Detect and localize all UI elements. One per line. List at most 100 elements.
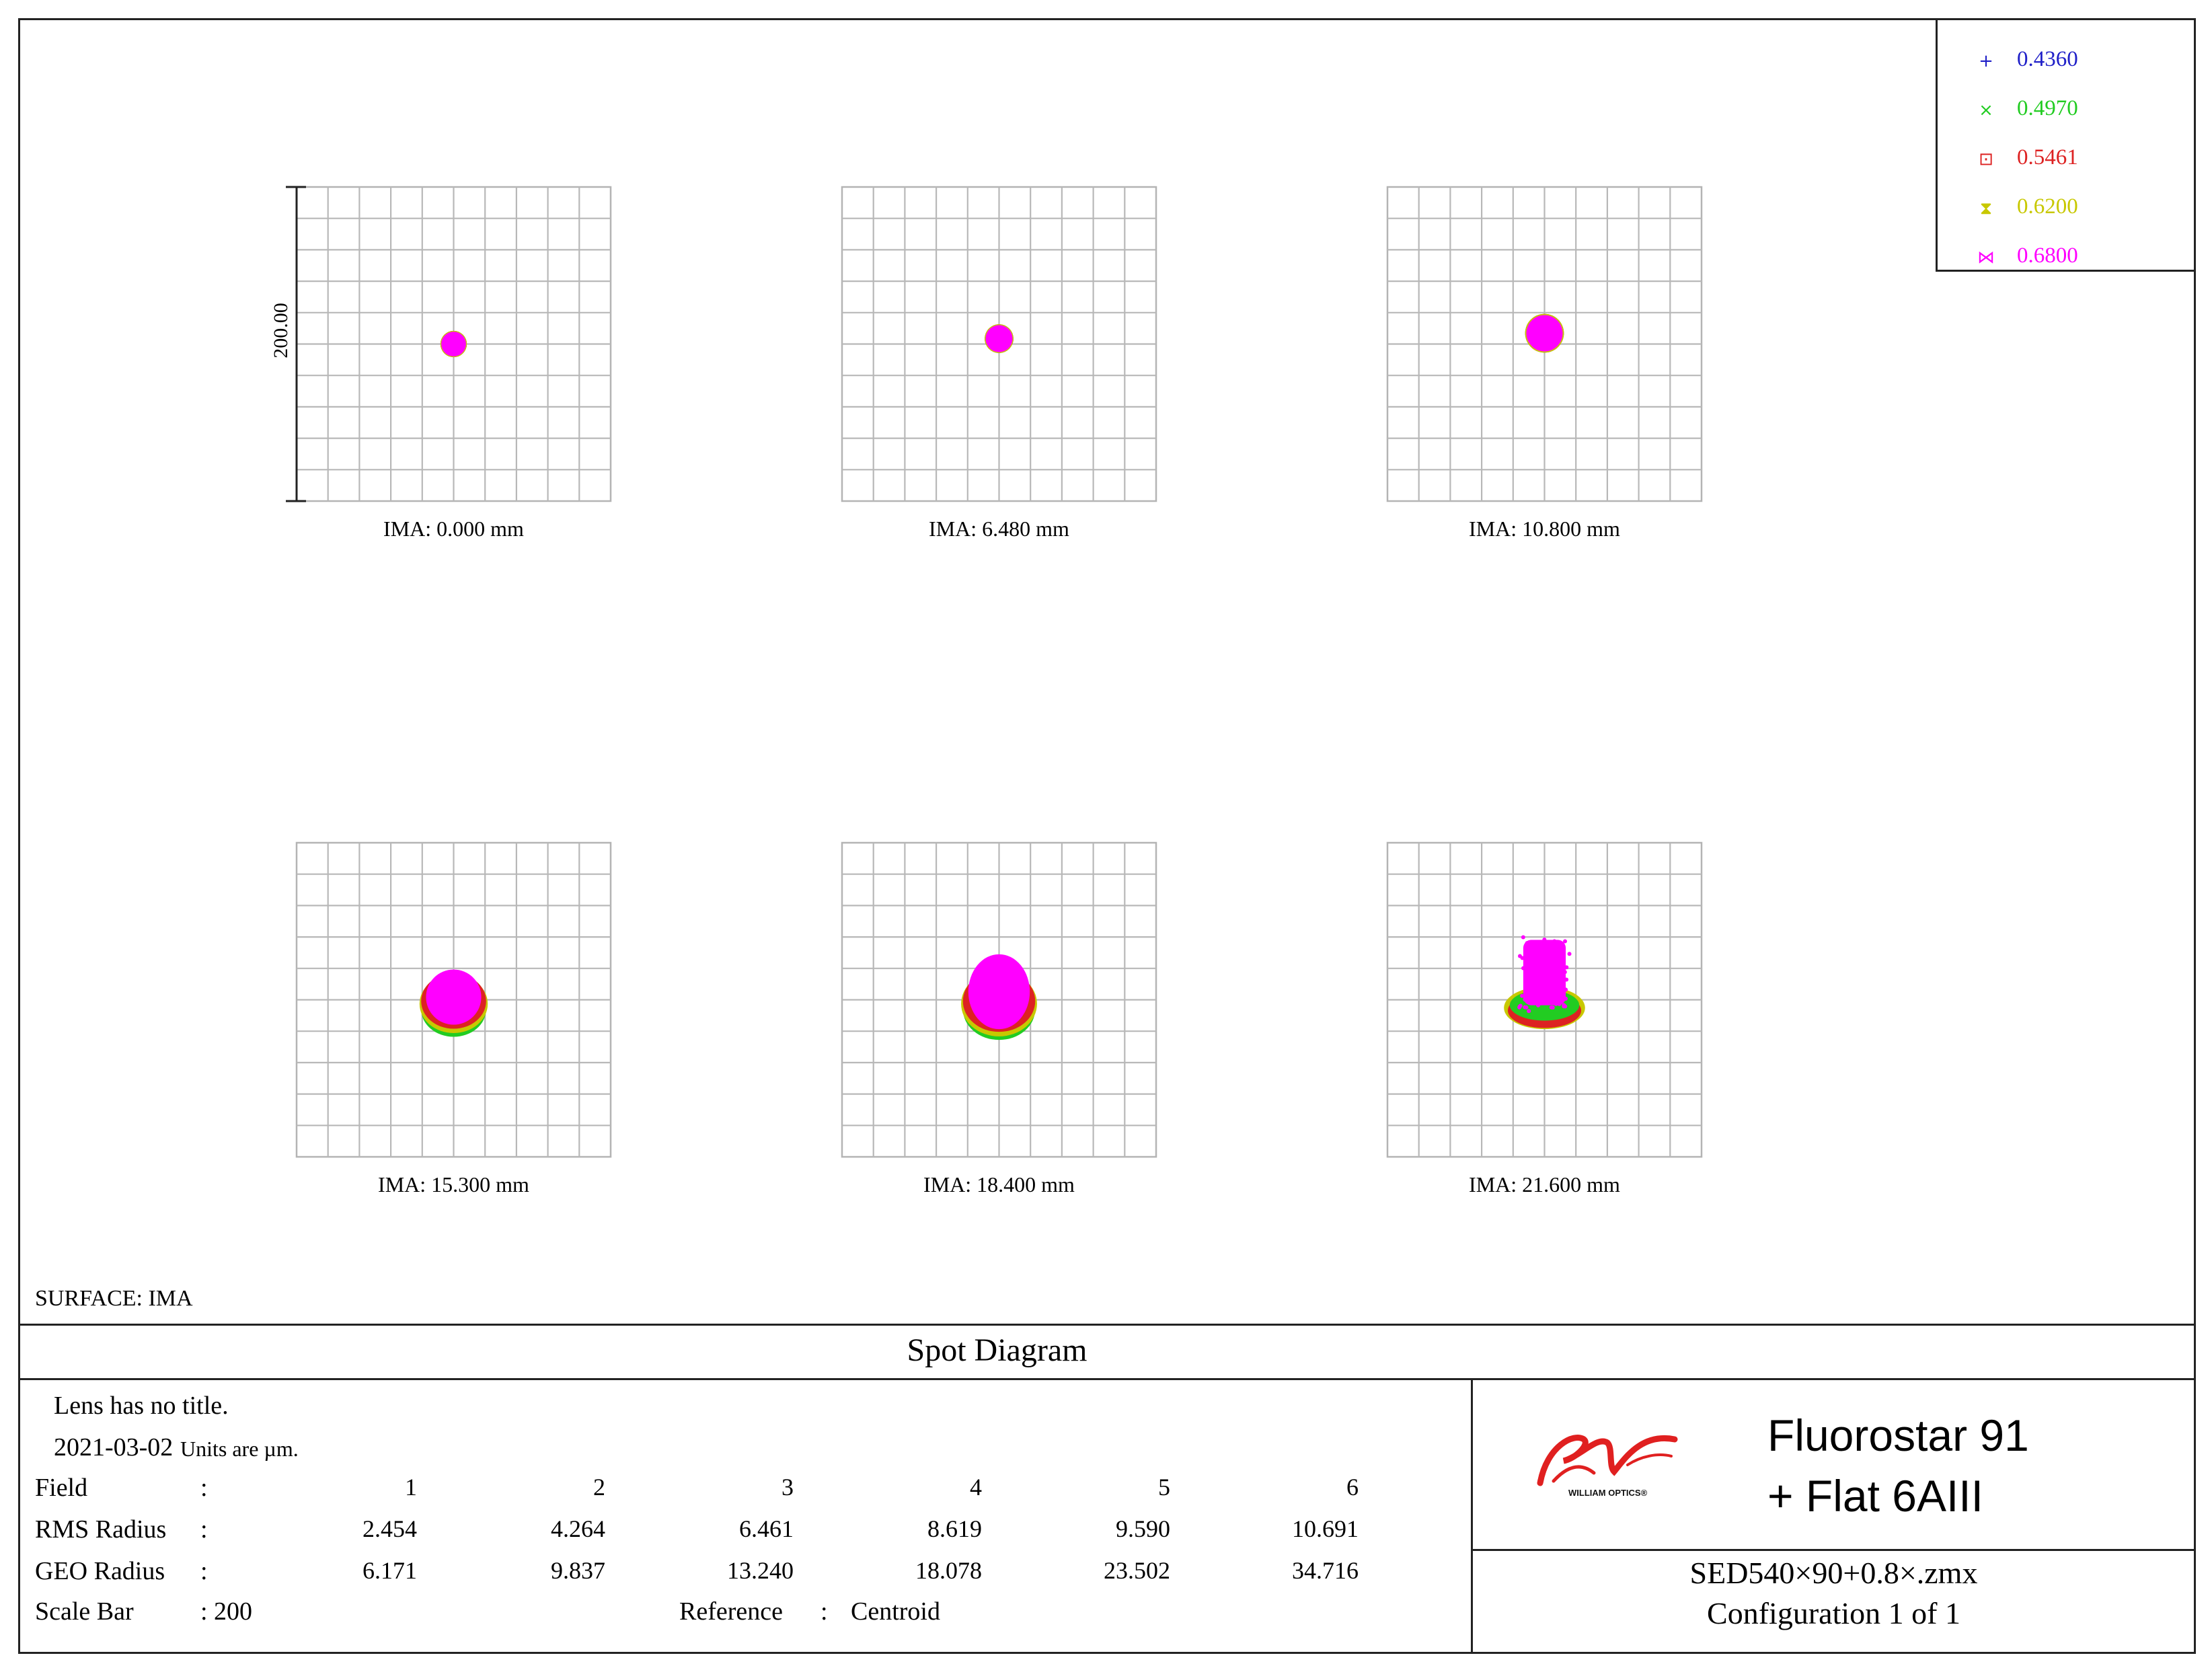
reference-colon: : [821, 1597, 828, 1626]
spot-ray [1533, 992, 1538, 997]
legend-wavelength: 0.4360 [2017, 47, 2078, 71]
rms-radius-value: 6.461 [739, 1515, 794, 1542]
legend-wavelength: 0.6200 [2017, 194, 2078, 219]
brand-divider [1472, 1549, 2196, 1551]
spot-ray [1548, 952, 1553, 957]
field-label: IMA: 18.400 mm [923, 1172, 1075, 1197]
info-divider [1471, 1379, 1473, 1654]
legend-marker-icon: ⊡ [1979, 149, 1993, 169]
spot-5 [961, 954, 1037, 1040]
spot-ray [1557, 1001, 1562, 1006]
field-number: 2 [593, 1474, 605, 1501]
spot-ray [1552, 989, 1557, 994]
spot-ray [1567, 952, 1572, 956]
field-number: 6 [1346, 1474, 1359, 1501]
spot-ray [1563, 939, 1568, 944]
surface-label: SURFACE: IMA [35, 1286, 193, 1311]
spot-ray [1559, 960, 1564, 964]
units-note: Units are µm. [180, 1437, 299, 1461]
spot-ray [1558, 953, 1563, 958]
spot-ray [1549, 974, 1554, 979]
spot-ray [1542, 987, 1547, 992]
plot-frame [18, 18, 2196, 1654]
lens-title: Lens has no title. [54, 1392, 229, 1420]
rms-radius-value: 2.454 [363, 1515, 417, 1542]
spot-ray [1564, 977, 1569, 982]
product-line-1: Fluorostar 91 [1767, 1410, 2029, 1460]
spot-ray [1523, 997, 1527, 1002]
spot-ray [1527, 1009, 1531, 1014]
spot-ray [1552, 953, 1556, 958]
rms-row-colon: : [200, 1515, 208, 1544]
chart-title: Spot Diagram [907, 1332, 1088, 1368]
spot-ray [1564, 987, 1568, 992]
spot-3 [1525, 313, 1564, 353]
spot-ray [1520, 993, 1525, 998]
geo-radius-value: 34.716 [1292, 1557, 1359, 1584]
spot-ray-cluster [968, 954, 1030, 1030]
spot-ray [1554, 1001, 1558, 1006]
field-label: IMA: 6.480 mm [929, 517, 1069, 541]
spot-panel-6: IMA: 21.600 mm [1386, 841, 1703, 1197]
spot-ray-cluster [426, 969, 482, 1025]
legend-wavelength: 0.5461 [2017, 145, 2078, 169]
spot-ray [1542, 937, 1547, 942]
spot-ray [1543, 948, 1548, 952]
spot-4 [419, 969, 488, 1037]
field-label: IMA: 0.000 mm [383, 517, 524, 541]
spot-ray [1555, 956, 1560, 960]
spot-ray [1525, 958, 1529, 962]
spot-1 [440, 330, 467, 358]
spot-ray [1535, 961, 1540, 966]
logo-text: WILLIAM OPTICS® [1568, 1488, 1648, 1498]
wavelength-legend: +0.4360 × 0.4970 ⊡ 0.5461 ⧗ 0.6200 ⋈ 0.6800 [1936, 18, 2196, 272]
rms-radius-value: 8.619 [927, 1515, 982, 1542]
spot-ray [1523, 1005, 1527, 1010]
rms-radius-value: 9.590 [1116, 1515, 1170, 1542]
field-number: 3 [781, 1474, 794, 1501]
field-number: 1 [405, 1474, 417, 1501]
spot-ray [1531, 952, 1535, 956]
spot-ray-cluster [441, 332, 466, 356]
geo-radius-value: 18.078 [915, 1557, 982, 1584]
legend-marker-icon: ⋈ [1977, 248, 1995, 268]
spot-ray [1525, 941, 1529, 946]
scale-row-value: : 200 [200, 1597, 253, 1626]
spot-ray [1546, 962, 1551, 966]
spot-ray [1562, 970, 1567, 975]
spot-ray [1533, 964, 1538, 969]
rms-row-label: RMS Radius [35, 1515, 167, 1544]
spot-ray [1562, 952, 1566, 957]
spot-ray [1552, 983, 1556, 988]
spot-ray [1536, 1003, 1541, 1008]
spot-ray [1536, 989, 1541, 993]
spot-ray [1552, 939, 1557, 944]
spot-ray [1564, 965, 1569, 970]
spot-ray [1534, 975, 1539, 980]
spot-ray-cluster [985, 325, 1013, 352]
field-number: 4 [970, 1474, 982, 1501]
spot-ray [1527, 978, 1532, 983]
reference-label: Reference [679, 1597, 783, 1626]
spot-panel-4: IMA: 15.300 mm [295, 841, 612, 1197]
field-number: 5 [1158, 1474, 1170, 1501]
spot-ray [1517, 954, 1522, 958]
field-label: IMA: 21.600 mm [1469, 1172, 1620, 1197]
legend-marker-icon: + [1979, 51, 1993, 71]
spot-panel-1: IMA: 0.000 mm [295, 186, 612, 541]
spot-ray [1555, 976, 1560, 981]
field-label: IMA: 15.300 mm [378, 1172, 529, 1197]
scale-row-label: Scale Bar [35, 1597, 134, 1626]
spot-ray [1549, 946, 1554, 950]
scale-bar-label: 200.00 [270, 303, 292, 358]
geo-row-colon: : [200, 1557, 208, 1585]
spot-ray [1540, 980, 1545, 985]
spot-ray [1538, 950, 1543, 954]
spot-ray [1521, 966, 1525, 971]
spot-ray-cluster [1526, 315, 1563, 352]
scale-bar: 200.00 [270, 186, 306, 502]
spot-ray [1523, 972, 1528, 977]
legend-wavelength: 0.4970 [2017, 96, 2078, 120]
spot-panel-3: IMA: 10.800 mm [1386, 186, 1703, 541]
